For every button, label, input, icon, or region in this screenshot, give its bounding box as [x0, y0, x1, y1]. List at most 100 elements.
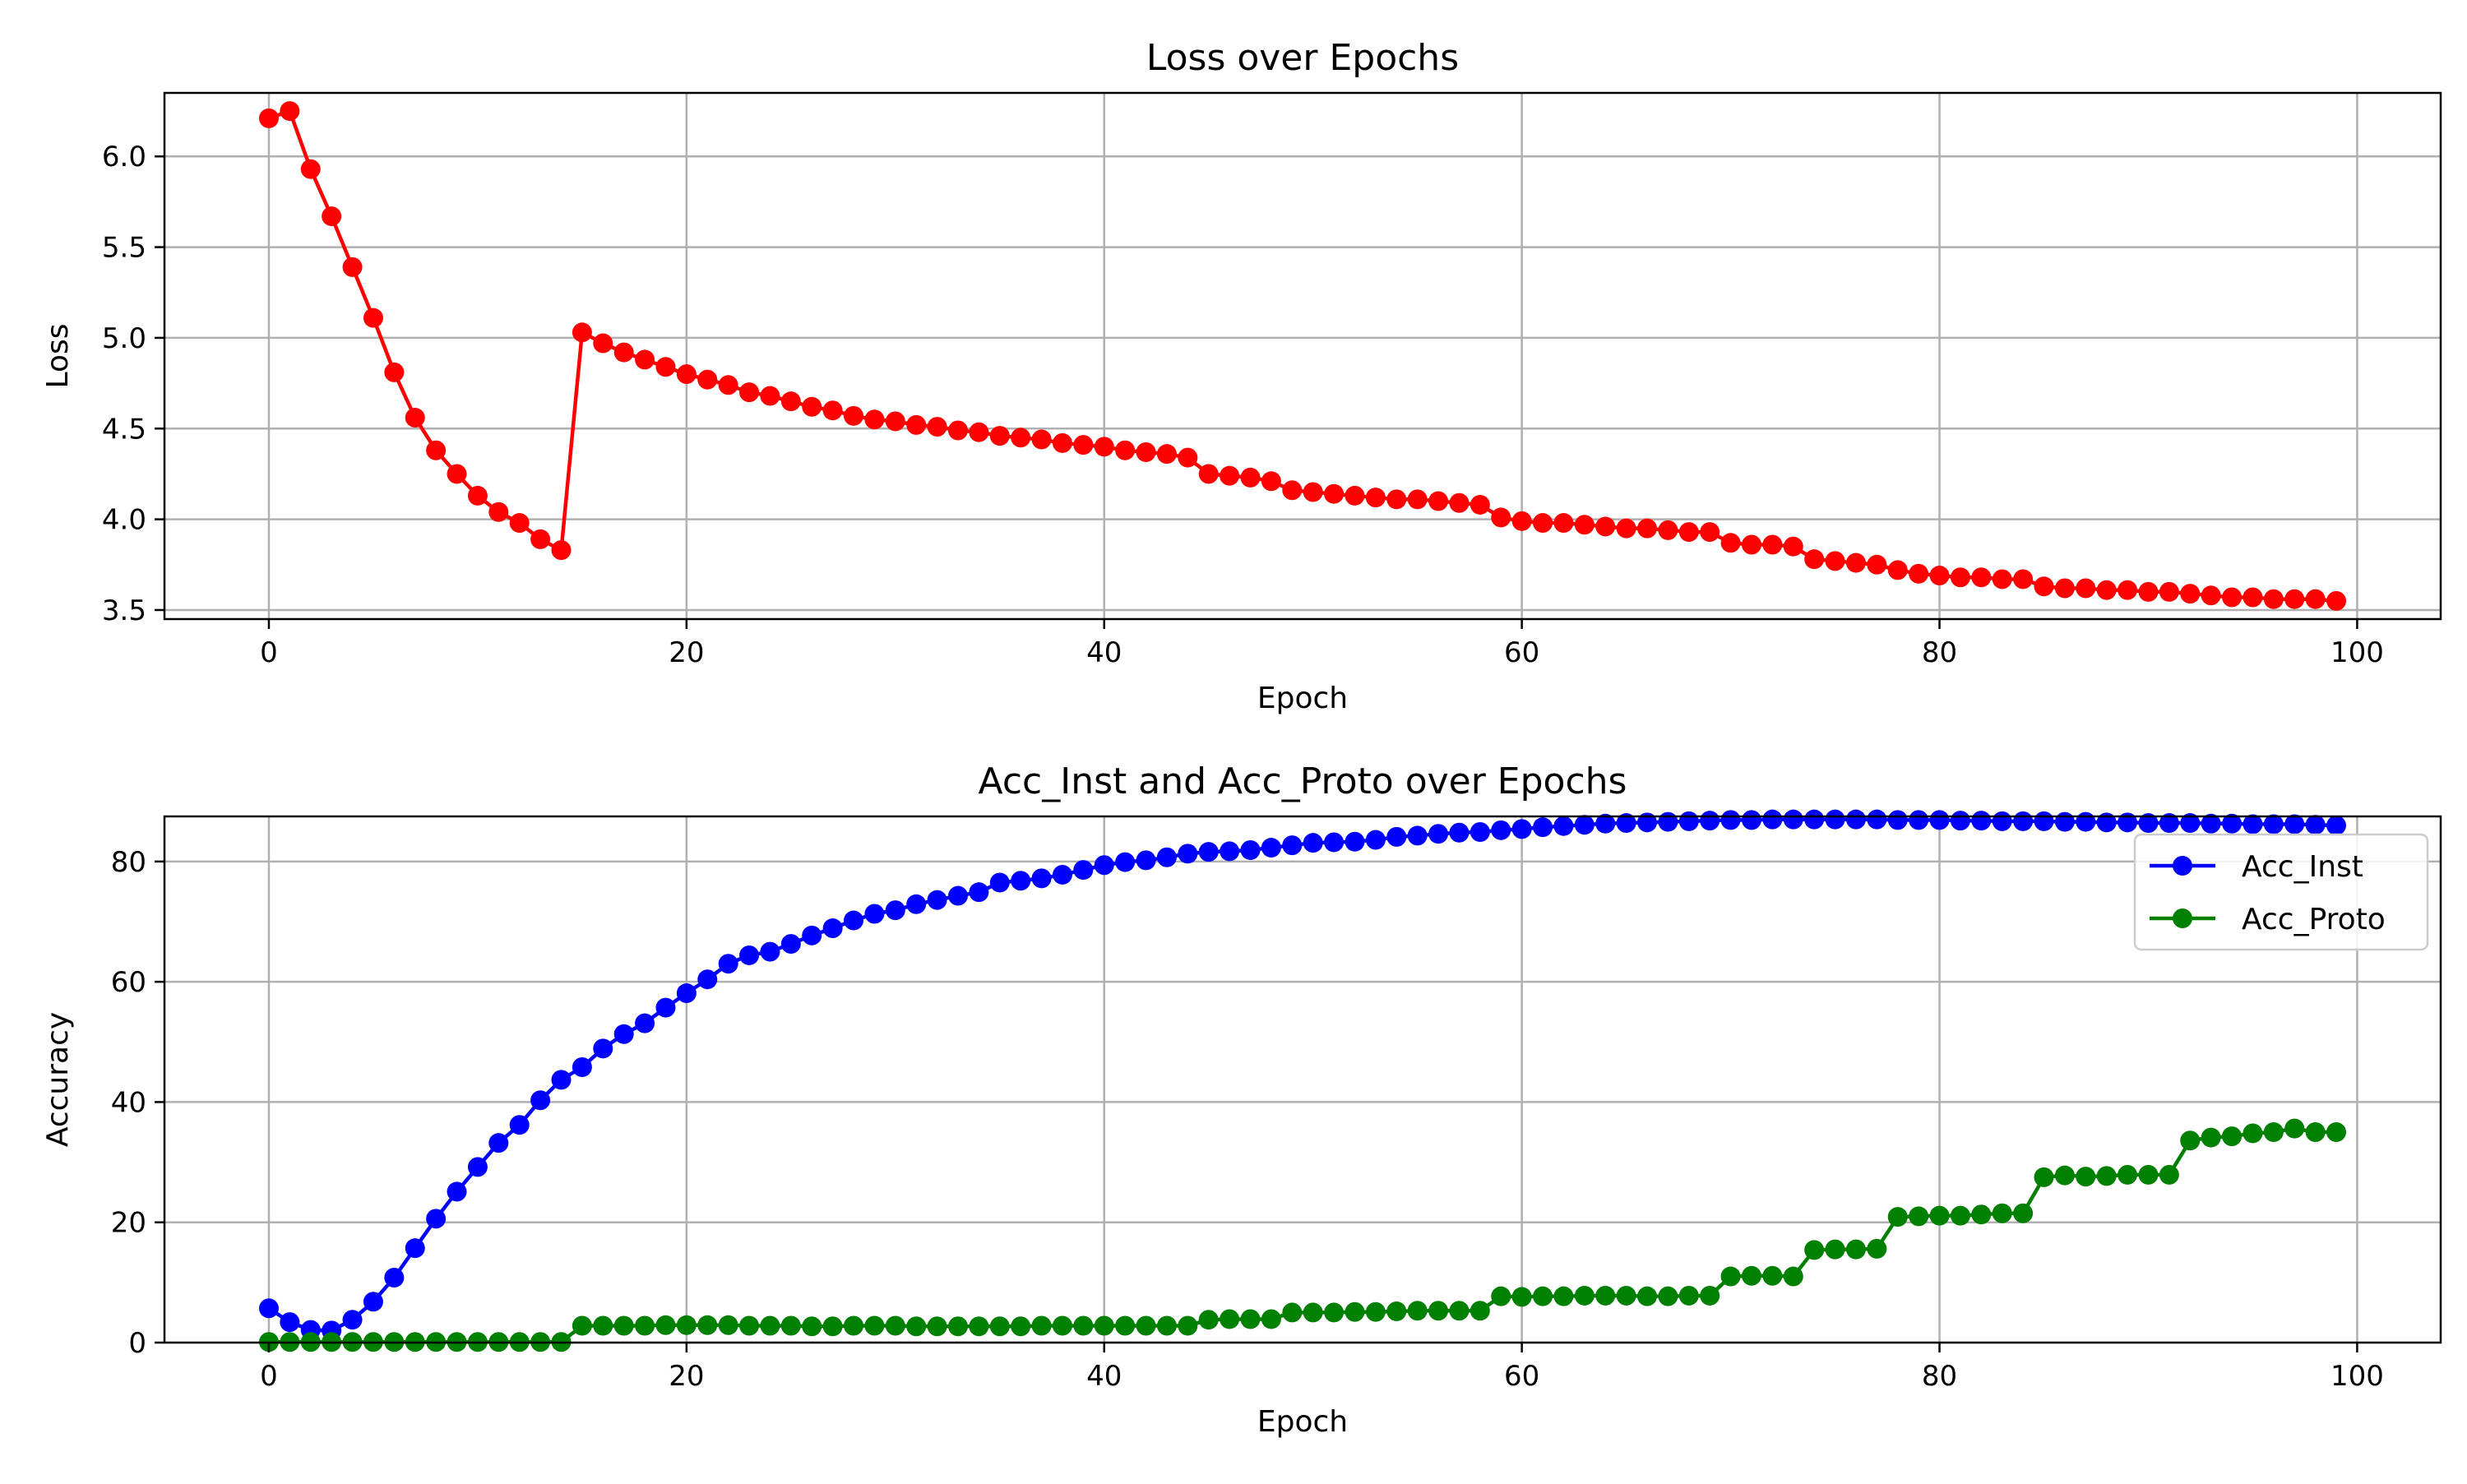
chart2-data-point: [551, 1070, 572, 1090]
chart1-data-point: [1678, 522, 1699, 543]
chart1-y-tick-label: 4.0: [102, 504, 146, 537]
chart1-data-point: [1324, 483, 1345, 504]
chart2-y-tick-label: 80: [111, 846, 146, 879]
chart2-legend-label-acc-inst: Acc_Inst: [2242, 850, 2363, 884]
chart2-data-point: [885, 1315, 905, 1336]
chart2-data-point: [697, 1315, 718, 1335]
chart2-data-point: [1282, 1302, 1303, 1323]
chart2-data-point: [467, 1157, 488, 1177]
chart2-data-point: [1156, 847, 1177, 867]
chart2-data-point: [1909, 1206, 1929, 1227]
chart2-data-point: [1804, 809, 1825, 830]
chart2-legend-box: [2133, 833, 2429, 951]
chart1-data-point: [844, 405, 864, 426]
chart2-data-point: [1094, 855, 1114, 876]
chart2-data-point: [1678, 1285, 1699, 1306]
chart2-data-point: [2326, 1122, 2347, 1142]
chart2-data-point: [1011, 1316, 1031, 1337]
chart2-data-point: [530, 1090, 551, 1111]
chart2-data-point: [2263, 814, 2284, 834]
chart2-x-tick-label: 0: [260, 1360, 278, 1393]
chart2-series-acc-inst-line: [267, 817, 2337, 1333]
chart1-data-point: [1867, 554, 1887, 575]
chart2-data-point: [1637, 812, 1658, 833]
chart1-data-point: [1909, 563, 1929, 584]
chart1-data-point: [280, 101, 300, 122]
chart2-data-point: [2013, 1203, 2034, 1223]
chart1-x-tick-label: 60: [1504, 636, 1539, 669]
chart2-data-point: [384, 1268, 405, 1288]
chart2-data-point: [1678, 811, 1699, 831]
chart2-data-point: [1178, 844, 1198, 864]
chart1-data-point: [1220, 465, 1240, 486]
chart2-data-point: [1741, 1265, 1761, 1286]
chart2-data-point: [1136, 850, 1156, 871]
chart1-data-point: [927, 417, 947, 437]
chart1-data-point: [1950, 567, 1970, 588]
chart2-data-point: [1449, 822, 1470, 843]
chart1-data-point: [1658, 520, 1678, 540]
chart2-data-point: [1553, 1286, 1574, 1306]
chart1-data-point: [426, 440, 447, 460]
chart1-data-point: [2305, 589, 2326, 609]
chart2-data-point: [1365, 830, 1386, 850]
chart1-data-point: [1136, 442, 1156, 462]
chart2-data-point: [2159, 813, 2179, 834]
chart2-data-point: [2263, 1122, 2284, 1142]
chart1-data-point: [1971, 567, 1992, 588]
chart2-data-point: [1052, 1315, 1072, 1336]
chart2-data-point: [1198, 1310, 1219, 1330]
chart2-data-point: [1073, 860, 1094, 881]
chart2-data-point: [2076, 811, 2096, 832]
chart2-data-point: [1491, 820, 1511, 840]
chart2-data-point: [2118, 1164, 2138, 1185]
chart1-data-point: [1491, 507, 1511, 528]
chart1-data-point: [1595, 516, 1616, 537]
chart1-y-axis-label: Loss: [41, 324, 75, 389]
chart1-data-point: [447, 464, 467, 484]
chart2-data-point: [1345, 1301, 1365, 1322]
chart2-x-axis-label: Epoch: [1257, 1405, 1348, 1439]
chart2-data-point: [1909, 810, 1929, 830]
chart2-data-point: [822, 1316, 843, 1337]
chart2-data-point: [509, 1115, 530, 1135]
chart2-data-point: [2034, 1167, 2054, 1187]
chart1-data-point: [1303, 482, 1323, 502]
chart2-data-point: [1929, 1205, 1950, 1226]
chart1-data-point: [384, 362, 405, 382]
chart2-data-point: [572, 1057, 592, 1078]
chart2-data-point: [864, 904, 885, 924]
chart2-data-point: [1491, 1286, 1511, 1306]
chart1-data-point: [2263, 589, 2284, 609]
chart2-data-point: [1825, 809, 1845, 830]
chart2-data-point: [1073, 1315, 1094, 1336]
chart2-data-point: [1533, 1286, 1553, 1306]
chart1-data-point: [739, 382, 760, 403]
chart2-data-point: [1971, 1204, 1992, 1225]
chart2-data-point: [1992, 811, 2012, 831]
chart1-x-tick-label: 100: [2330, 636, 2384, 669]
chart2-data-point: [1115, 852, 1136, 872]
chart2-data-point: [1553, 816, 1574, 836]
chart2-data-point: [1867, 1238, 1887, 1259]
chart2-data-point: [1240, 839, 1261, 860]
chart2-data-point: [613, 1315, 634, 1336]
chart1-data-point: [509, 513, 530, 534]
chart2-data-point: [1470, 822, 1490, 843]
chart2-legend-marker-acc-inst: [2173, 856, 2192, 876]
chart2-title: Acc_Inst and Acc_Proto over Epochs: [979, 760, 1627, 802]
chart2-data-point: [927, 890, 947, 910]
chart2-data-point: [635, 1013, 655, 1033]
chart1-x-tick-label: 80: [1922, 636, 1957, 669]
chart2-data-point: [1700, 811, 1720, 831]
chart2-data-point: [1011, 871, 1031, 891]
chart1-data-point: [1115, 440, 1136, 460]
chart1-data-point: [2201, 585, 2221, 606]
chart2-data-point: [2201, 1127, 2221, 1148]
chart2-data-point: [1992, 1203, 2012, 1223]
chart2-series-acc-proto-line: [268, 1126, 2337, 1344]
chart2-data-point: [718, 1315, 738, 1335]
chart2-data-point: [760, 1315, 780, 1336]
chart2-data-point: [635, 1315, 655, 1336]
chart1-data-point: [1094, 437, 1114, 457]
